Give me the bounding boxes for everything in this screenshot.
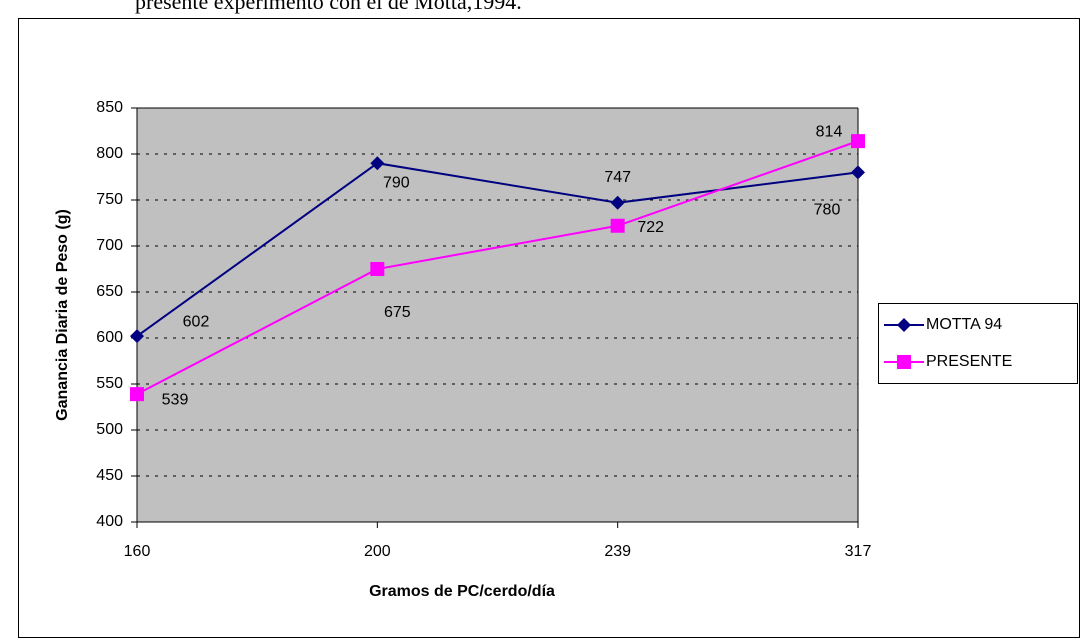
data-label: 780 bbox=[814, 202, 841, 219]
data-label: 814 bbox=[816, 123, 843, 140]
y-tick-label: 800 bbox=[96, 145, 123, 162]
data-label: 747 bbox=[604, 169, 631, 186]
y-tick-label: 550 bbox=[96, 375, 123, 392]
data-label: 675 bbox=[384, 304, 411, 321]
legend bbox=[878, 303, 1078, 384]
point bbox=[370, 156, 385, 171]
y-tick-label: 500 bbox=[96, 421, 123, 438]
legend-label: MOTTA 94 bbox=[926, 316, 1002, 333]
point bbox=[851, 165, 865, 180]
point bbox=[130, 387, 144, 402]
point bbox=[610, 195, 625, 210]
y-tick-label: 650 bbox=[96, 283, 123, 300]
point bbox=[370, 262, 385, 276]
y-axis-title: Ganancia Diaria de Peso (g) bbox=[54, 209, 71, 421]
data-label: 539 bbox=[162, 391, 189, 408]
point bbox=[610, 218, 625, 233]
data-label: 722 bbox=[637, 219, 664, 236]
y-tick-label: 850 bbox=[96, 99, 123, 116]
x-tick-label: 317 bbox=[845, 543, 872, 560]
point bbox=[897, 318, 911, 332]
x-tick-label: 239 bbox=[604, 543, 631, 560]
x-axis-title: Gramos de PC/cerdo/día bbox=[369, 583, 555, 600]
x-tick-label: 160 bbox=[124, 543, 151, 560]
series-line bbox=[136, 140, 859, 396]
series-line bbox=[136, 162, 859, 337]
chart-border bbox=[18, 18, 1080, 638]
plot-area bbox=[137, 108, 858, 522]
data-label: 602 bbox=[183, 313, 210, 330]
point bbox=[130, 329, 144, 344]
y-tick-label: 700 bbox=[96, 237, 123, 254]
point bbox=[851, 134, 865, 149]
caption-fragment: presente experimento con el de Motta,199… bbox=[135, 0, 522, 14]
y-tick-label: 450 bbox=[96, 467, 123, 484]
y-tick-label: 600 bbox=[96, 329, 123, 346]
point bbox=[897, 355, 911, 369]
x-tick-label: 200 bbox=[364, 543, 391, 560]
y-tick-label: 750 bbox=[96, 191, 123, 208]
legend-label: PRESENTE bbox=[926, 353, 1012, 370]
y-tick-label: 400 bbox=[96, 513, 123, 530]
data-label: 790 bbox=[383, 174, 410, 191]
